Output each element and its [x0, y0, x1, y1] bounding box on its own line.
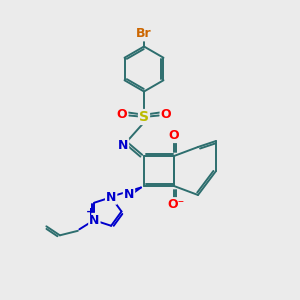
Text: O: O: [169, 129, 179, 142]
Text: S: S: [139, 110, 149, 124]
Text: Br: Br: [136, 27, 152, 40]
Text: O⁻: O⁻: [167, 198, 184, 211]
Text: N: N: [124, 188, 134, 202]
Text: O: O: [117, 108, 128, 121]
Text: O: O: [160, 108, 171, 121]
Text: N: N: [106, 191, 116, 204]
Text: N: N: [89, 214, 100, 227]
Text: N: N: [118, 139, 128, 152]
Text: +: +: [86, 207, 95, 217]
